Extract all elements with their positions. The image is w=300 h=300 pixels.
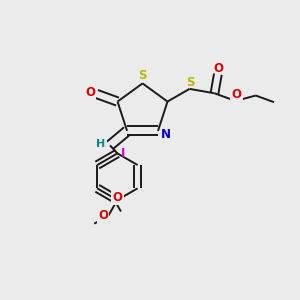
Text: O: O bbox=[231, 88, 241, 101]
Text: I: I bbox=[121, 147, 125, 160]
Text: N: N bbox=[160, 128, 170, 141]
Text: O: O bbox=[214, 62, 224, 75]
Text: H: H bbox=[96, 139, 106, 149]
Text: O: O bbox=[85, 86, 95, 99]
Text: O: O bbox=[98, 209, 108, 222]
Text: O: O bbox=[112, 191, 122, 204]
Text: S: S bbox=[138, 69, 147, 82]
Text: S: S bbox=[186, 76, 194, 89]
